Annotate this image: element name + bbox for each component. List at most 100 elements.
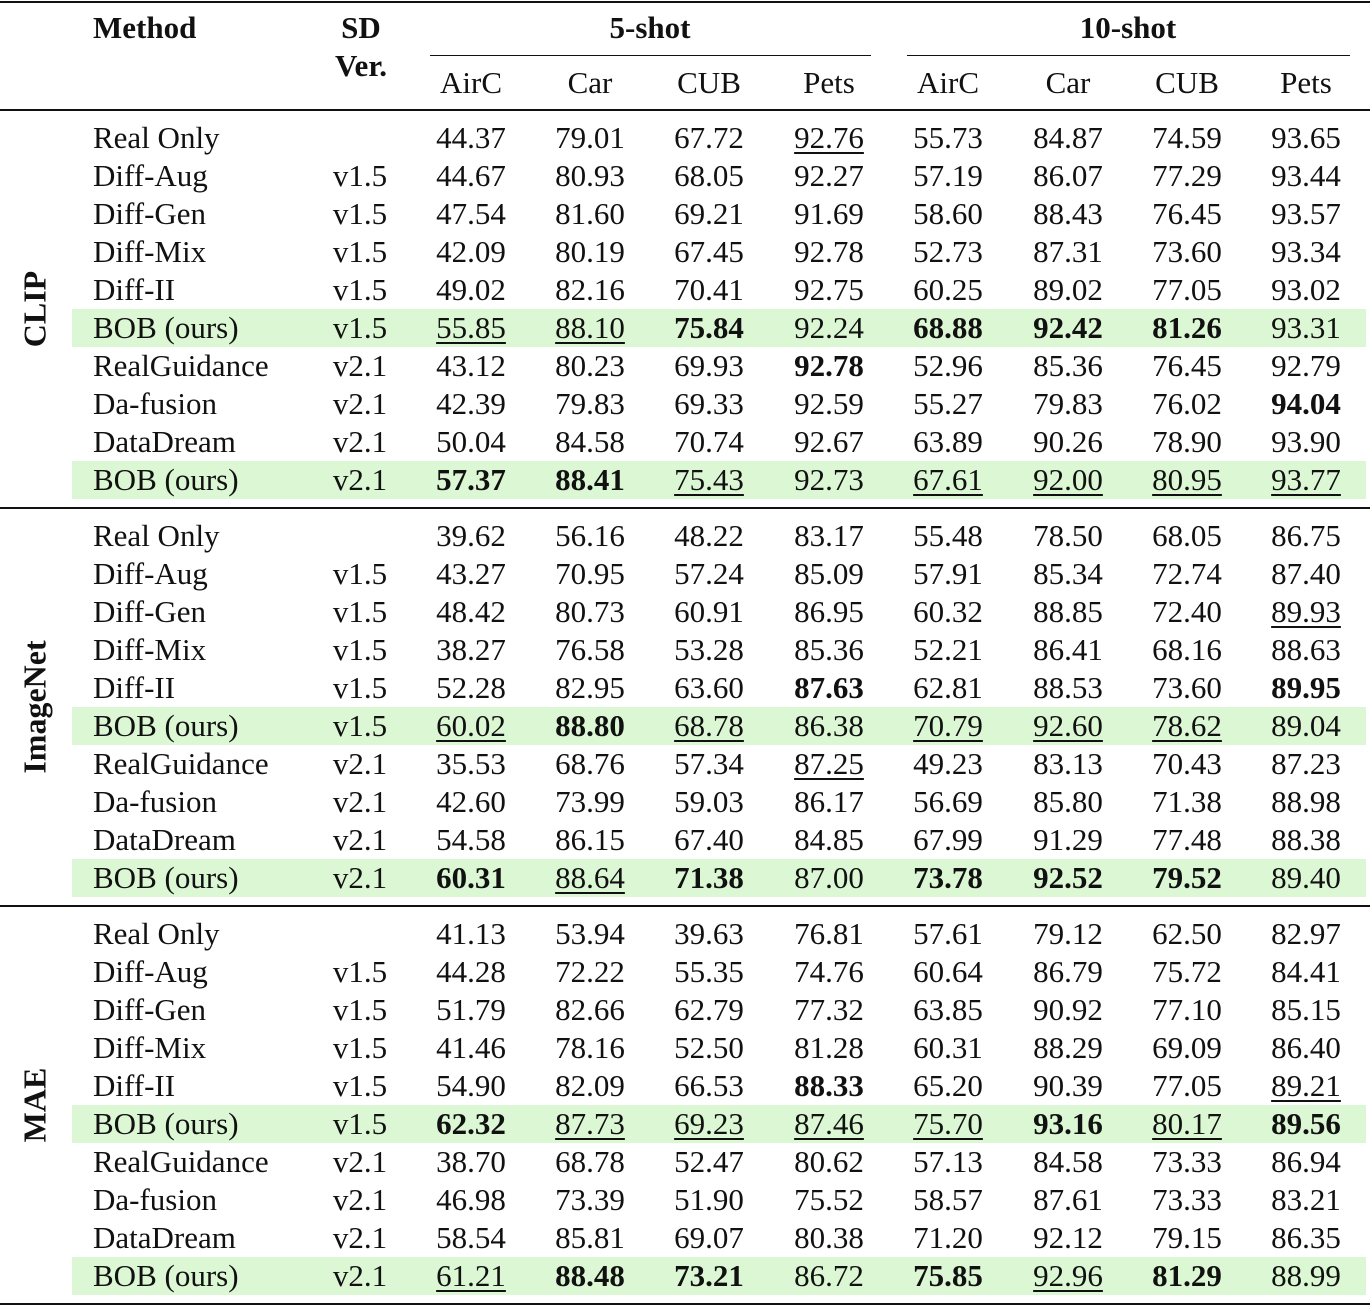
header-dataset-airc: AirC: [440, 65, 502, 100]
score-cell: 91.69: [794, 196, 864, 231]
score-cell: 68.05: [1152, 518, 1222, 553]
score-cell: 57.19: [913, 158, 983, 193]
table-row: Diff-Aug v1.5 44.28 72.22 55.35 74.76 60.64 86.…: [0, 953, 1370, 991]
sd-version: v1.5: [332, 158, 388, 193]
score-cell: 49.23: [913, 746, 983, 781]
score-cell: 86.41: [1033, 632, 1103, 667]
method-name: Diff-Aug: [93, 954, 208, 989]
score-cell: 81.29: [1152, 1258, 1222, 1293]
score-cell: 57.61: [913, 916, 983, 951]
score-cell: 55.48: [913, 518, 983, 553]
score-cell: 58.54: [436, 1220, 506, 1255]
score-cell: 88.10: [555, 310, 625, 345]
score-cell: 79.12: [1033, 916, 1103, 951]
table-row: Diff-Aug v1.5 44.67 80.93 68.05 92.27 57.19 86.…: [0, 157, 1370, 195]
score-cell: 46.98: [436, 1182, 506, 1217]
score-cell: 88.98: [1271, 784, 1341, 819]
score-cell: 86.79: [1033, 954, 1103, 989]
score-cell: 60.31: [436, 860, 506, 895]
score-cell: 88.99: [1271, 1258, 1341, 1293]
score-cell: 67.72: [674, 120, 744, 155]
header-dataset-pets: Pets: [803, 65, 855, 100]
score-cell: 76.81: [794, 916, 864, 951]
sd-version: v1.5: [332, 594, 388, 629]
score-cell: 79.15: [1152, 1220, 1222, 1255]
table-row: DataDream v2.1 54.58 86.15 67.40 84.85 67.99 91…: [0, 821, 1370, 859]
method-name: Diff-II: [93, 1068, 176, 1103]
score-cell: 85.80: [1033, 784, 1103, 819]
score-cell: 63.60: [674, 670, 744, 705]
score-cell: 62.50: [1152, 916, 1222, 951]
score-cell: 79.83: [555, 386, 625, 421]
header-ver: Ver.: [335, 48, 387, 83]
score-cell: 83.13: [1033, 746, 1103, 781]
table-row-highlighted: BOB (ours) v1.5 60.02 88.80 68.78 86.38 70.79 9…: [0, 707, 1370, 745]
score-cell: 86.35: [1271, 1220, 1341, 1255]
score-cell: 92.73: [794, 462, 864, 497]
score-cell: 54.58: [436, 822, 506, 857]
score-cell: 92.79: [1271, 348, 1341, 383]
header-method: Method: [93, 10, 197, 45]
score-cell: 87.23: [1271, 746, 1341, 781]
sd-version: v1.5: [332, 272, 388, 307]
sd-version: v1.5: [332, 954, 388, 989]
score-cell: 68.78: [555, 1144, 625, 1179]
method-name: RealGuidance: [93, 746, 269, 781]
score-cell: 92.52: [1033, 860, 1103, 895]
score-cell: 60.32: [913, 594, 983, 629]
score-cell: 71.38: [674, 860, 744, 895]
score-cell: 67.45: [674, 234, 744, 269]
table-row: Diff-Mix v1.5 41.46 78.16 52.50 81.28 60.31 88.…: [0, 1029, 1370, 1067]
score-cell: 57.13: [913, 1144, 983, 1179]
score-cell: 86.15: [555, 822, 625, 857]
score-cell: 55.27: [913, 386, 983, 421]
header-sd: SD: [341, 10, 381, 45]
score-cell: 93.65: [1271, 120, 1341, 155]
score-cell: 75.84: [674, 310, 744, 345]
score-cell: 88.85: [1033, 594, 1103, 629]
method-name: BOB (ours): [93, 462, 239, 497]
sd-version: v1.5: [332, 1068, 388, 1103]
score-cell: 70.95: [555, 556, 625, 591]
score-cell: 62.81: [913, 670, 983, 705]
score-cell: 79.52: [1152, 860, 1222, 895]
score-cell: 84.41: [1271, 954, 1341, 989]
top-rule: [0, 1, 1370, 3]
table-row-highlighted: BOB (ours) v2.1 61.21 88.48 73.21 86.72 75.85 9…: [0, 1257, 1370, 1295]
score-cell: 92.67: [794, 424, 864, 459]
score-cell: 57.37: [436, 462, 506, 497]
sd-version: v2.1: [332, 822, 388, 857]
header-dataset-car: Car: [567, 65, 613, 100]
score-cell: 88.41: [555, 462, 625, 497]
method-name: Diff-Mix: [93, 1030, 207, 1065]
table-row: Diff-Mix v1.5 38.27 76.58 53.28 85.36 52.21 86.…: [0, 631, 1370, 669]
score-cell: 88.64: [555, 860, 625, 895]
score-cell: 69.21: [674, 196, 744, 231]
score-cell: 67.61: [913, 462, 983, 497]
score-cell: 92.59: [794, 386, 864, 421]
method-name: RealGuidance: [93, 348, 269, 383]
table-row: DataDream v2.1 50.04 84.58 70.74 92.67 63.89 90…: [0, 423, 1370, 461]
score-cell: 79.83: [1033, 386, 1103, 421]
score-cell: 55.35: [674, 954, 744, 989]
method-name: Real Only: [93, 518, 220, 553]
score-cell: 88.53: [1033, 670, 1103, 705]
score-cell: 76.45: [1152, 196, 1222, 231]
header-10-shot: 10-shot: [1079, 10, 1177, 45]
header-dataset-cub: CUB: [1155, 65, 1219, 100]
score-cell: 86.72: [794, 1258, 864, 1293]
sd-version: v2.1: [332, 1182, 388, 1217]
sd-version: v2.1: [332, 746, 388, 781]
sd-version: v1.5: [332, 234, 388, 269]
cmidrule-5-shot: [430, 55, 871, 56]
score-cell: 80.19: [555, 234, 625, 269]
score-cell: 69.07: [674, 1220, 744, 1255]
method-name: Diff-Aug: [93, 158, 208, 193]
sd-version: v2.1: [332, 424, 388, 459]
method-name: Diff-Gen: [93, 992, 207, 1027]
sd-version: v2.1: [332, 462, 388, 497]
table-row: DataDream v2.1 58.54 85.81 69.07 80.38 71.20 92…: [0, 1219, 1370, 1257]
score-cell: 93.16: [1033, 1106, 1103, 1141]
method-name: BOB (ours): [93, 1258, 239, 1293]
score-cell: 90.39: [1033, 1068, 1103, 1103]
